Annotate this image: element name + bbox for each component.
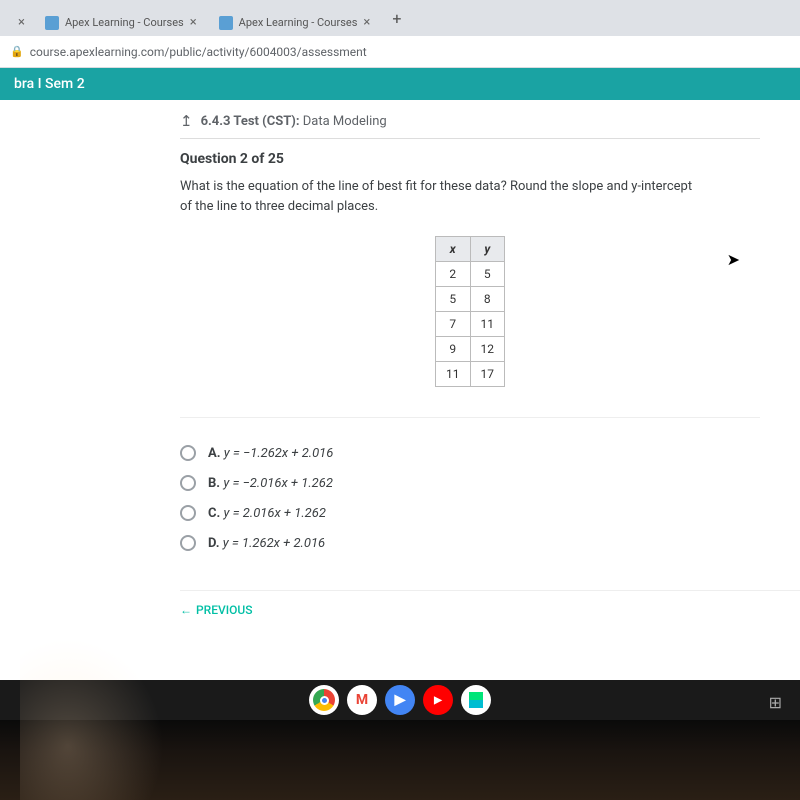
- radio-icon[interactable]: [180, 535, 196, 551]
- question-text: What is the equation of the line of best…: [180, 177, 700, 216]
- answer-option[interactable]: C. y = 2.016x + 1.262: [180, 498, 760, 528]
- course-title: bra I Sem 2: [14, 76, 85, 92]
- test-header: ↥ 6.4.3 Test (CST): Data Modeling: [180, 100, 800, 138]
- new-tab-button[interactable]: +: [382, 9, 411, 28]
- test-label: 6.4.3 Test (CST):: [201, 114, 300, 129]
- previous-button[interactable]: ← PREVIOUS: [180, 590, 800, 617]
- table-row: 1117: [436, 362, 505, 387]
- monitor-bezel: [0, 720, 800, 800]
- docs-icon[interactable]: ▶: [385, 685, 415, 715]
- previous-label: PREVIOUS: [196, 603, 253, 617]
- answer-option[interactable]: B. y = −2.016x + 1.262: [180, 468, 760, 498]
- table-header: y: [470, 237, 505, 262]
- course-header: bra I Sem 2: [0, 68, 800, 100]
- browser-tab-strip: × Apex Learning - Courses × Apex Learnin…: [0, 0, 800, 36]
- browser-tab[interactable]: Apex Learning - Courses ×: [35, 9, 207, 36]
- table-row: 25: [436, 262, 505, 287]
- close-icon[interactable]: ×: [190, 15, 197, 30]
- lock-icon: 🔒: [10, 45, 24, 58]
- tab-title: Apex Learning - Courses: [65, 16, 184, 29]
- tab-title: Apex Learning - Courses: [239, 16, 358, 29]
- table-header: x: [436, 237, 471, 262]
- radio-icon[interactable]: [180, 475, 196, 491]
- radio-icon[interactable]: [180, 505, 196, 521]
- arrow-left-icon: ←: [180, 603, 192, 617]
- address-bar[interactable]: 🔒 course.apexlearning.com/public/activit…: [0, 36, 800, 68]
- favicon-icon: [219, 16, 233, 30]
- answer-option[interactable]: A. y = −1.262x + 2.016: [180, 438, 760, 468]
- browser-tab[interactable]: Apex Learning - Courses ×: [209, 9, 381, 36]
- play-store-icon[interactable]: [461, 685, 491, 715]
- table-row: 912: [436, 337, 505, 362]
- os-shelf: M ▶ ▶: [0, 680, 800, 720]
- table-row: 711: [436, 312, 505, 337]
- close-icon[interactable]: ×: [363, 15, 370, 30]
- close-icon[interactable]: ×: [18, 15, 25, 30]
- system-tray-icon[interactable]: ⊞: [769, 693, 782, 712]
- return-icon[interactable]: ↥: [180, 112, 193, 130]
- data-table: x y 25 58 711 912 1117: [435, 236, 505, 387]
- question-number: Question 2 of 25: [180, 151, 760, 167]
- test-name: Data Modeling: [303, 114, 387, 129]
- favicon-icon: [45, 16, 59, 30]
- browser-tab[interactable]: ×: [10, 9, 33, 36]
- table-row: 58: [436, 287, 505, 312]
- radio-icon[interactable]: [180, 445, 196, 461]
- gmail-icon[interactable]: M: [347, 685, 377, 715]
- url-text: course.apexlearning.com/public/activity/…: [30, 45, 367, 59]
- cursor-icon: ➤: [727, 250, 740, 269]
- answer-option[interactable]: D. y = 1.262x + 2.016: [180, 528, 760, 558]
- youtube-icon[interactable]: ▶: [423, 685, 453, 715]
- answer-list: A. y = −1.262x + 2.016 B. y = −2.016x + …: [180, 417, 760, 558]
- chrome-icon[interactable]: [309, 685, 339, 715]
